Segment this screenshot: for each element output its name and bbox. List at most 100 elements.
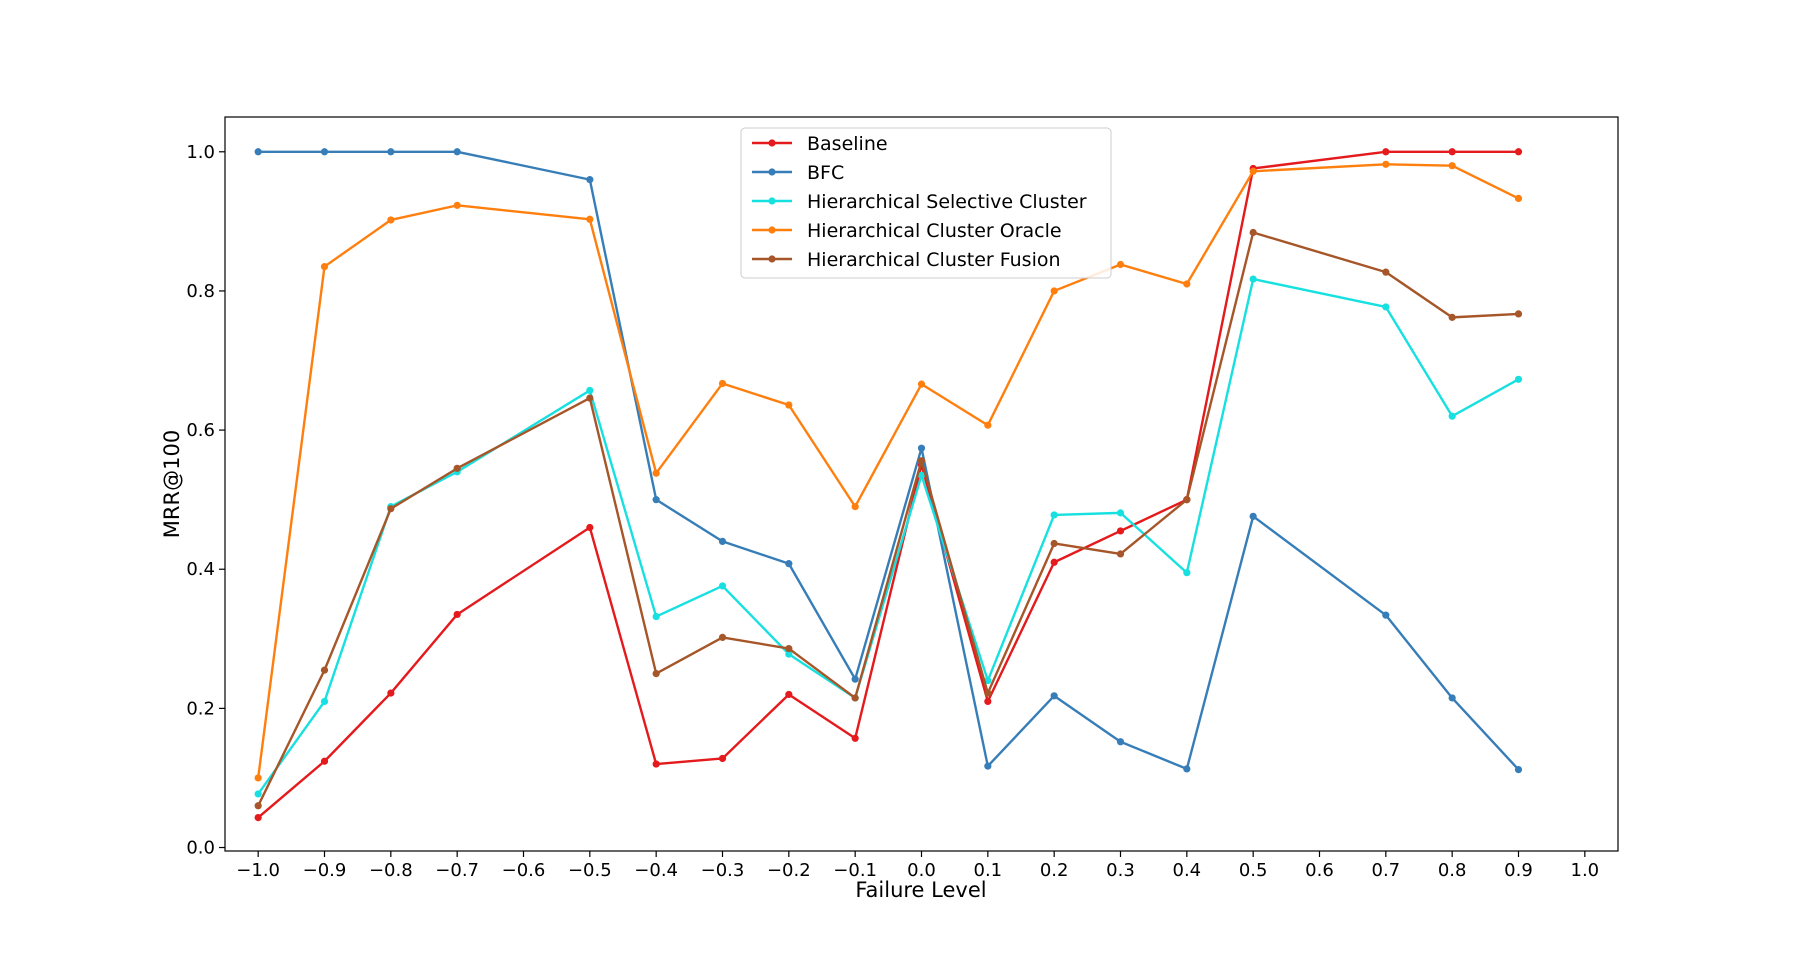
y-axis-title: MRR@100 [160, 430, 184, 538]
legend-swatch-marker [768, 255, 776, 263]
data-point [1249, 167, 1257, 175]
data-point [254, 148, 262, 156]
x-tick-label: −0.5 [568, 860, 612, 881]
data-point [320, 148, 329, 156]
series-line [258, 150, 1520, 771]
data-point [586, 176, 594, 184]
data-point [1183, 569, 1191, 577]
data-point [984, 697, 992, 706]
data-point [1050, 558, 1058, 566]
y-tick-label: 0.4 [186, 559, 215, 580]
x-tick-label: 0.2 [1040, 860, 1069, 881]
series-line [257, 277, 1520, 795]
data-point [785, 650, 793, 658]
y-tick-label: 0.6 [186, 420, 215, 441]
x-tick-label: −1.0 [236, 860, 280, 881]
data-point [254, 814, 262, 822]
legend-swatch-marker [768, 139, 776, 147]
series-line [256, 163, 1520, 779]
data-point [1448, 313, 1456, 321]
data-point [1448, 148, 1456, 156]
data-point [1183, 496, 1191, 504]
data-point [652, 612, 660, 621]
x-tick-label: −0.4 [634, 860, 678, 881]
data-point [254, 774, 262, 782]
x-tick-label: 0.5 [1239, 860, 1268, 881]
data-point [453, 148, 461, 156]
data-point [586, 386, 594, 395]
data-point [1382, 148, 1390, 156]
data-point [1050, 511, 1058, 519]
legend-box [740, 127, 1112, 279]
x-tick-label: −0.3 [701, 860, 745, 881]
legend-swatch-marker [768, 168, 776, 176]
data-point [1514, 148, 1523, 156]
x-tick-label: −0.2 [767, 860, 811, 881]
data-point [1448, 694, 1456, 702]
y-tick-label: 1.0 [186, 142, 215, 163]
data-point [387, 216, 395, 224]
legend-label: Hierarchical Selective Cluster [807, 191, 1087, 213]
x-tick-label: 0.9 [1504, 860, 1533, 881]
x-axis-ticks: −1.0 −0.9 −0.8 −0.7 −0.6 −0.5 −0.4 −0.3 −0.2 −0.1… [236, 851, 1599, 881]
data-point [320, 262, 329, 271]
legend-swatch-marker [768, 226, 776, 234]
data-point [652, 469, 660, 477]
series-bfc [254, 148, 1523, 774]
data-point [718, 754, 727, 763]
data-point [586, 523, 594, 532]
series-line [257, 231, 1519, 807]
x-tick-label: −0.8 [369, 860, 413, 881]
legend: Baseline BFC Hierarchical Selective Cluste… [740, 127, 1112, 279]
data-point [785, 401, 793, 409]
data-point [718, 582, 727, 590]
data-point [1382, 160, 1390, 168]
data-point [1514, 310, 1523, 318]
data-point [586, 215, 594, 223]
y-axis-ticks: 0.0 0.2 0.4 0.6 0.8 1.0 [186, 142, 225, 859]
data-point [1183, 765, 1191, 773]
data-point [718, 633, 727, 642]
data-point [652, 669, 660, 678]
data-point [1050, 539, 1058, 548]
data-point [1116, 527, 1125, 535]
data-point [387, 689, 395, 697]
data-point [1183, 280, 1191, 288]
data-point [917, 471, 926, 479]
data-point [1382, 611, 1390, 619]
data-point [1382, 303, 1390, 311]
data-point [254, 790, 262, 798]
x-tick-label: 0.0 [907, 860, 936, 881]
data-point [453, 201, 461, 209]
series-hierarchical-cluster-fusion [254, 228, 1523, 810]
y-tick-label: 0.8 [186, 281, 215, 302]
data-point [984, 676, 992, 685]
y-tick-label: 0.2 [186, 698, 215, 719]
data-point [586, 394, 594, 402]
x-tick-label: −0.9 [303, 860, 347, 881]
legend-label: BFC [807, 162, 844, 184]
data-point [984, 762, 992, 770]
series-hierarchical-selective-cluster [254, 275, 1523, 798]
data-point [917, 457, 926, 465]
series-line [257, 150, 1519, 819]
data-point [1249, 228, 1257, 237]
data-point [1514, 375, 1523, 383]
data-point [984, 421, 992, 429]
data-point [1116, 260, 1125, 269]
data-point [718, 537, 727, 545]
data-point [453, 610, 461, 619]
data-point [1448, 162, 1456, 170]
data-point [718, 379, 727, 388]
x-tick-label: −0.7 [435, 860, 479, 881]
data-point [387, 148, 395, 156]
data-point [1050, 287, 1058, 295]
data-point [851, 503, 859, 511]
data-point [1116, 550, 1125, 558]
x-tick-label: 0.8 [1438, 860, 1467, 881]
data-point [984, 689, 992, 697]
series-baseline [254, 148, 1523, 822]
data-point [320, 666, 329, 674]
x-tick-label: 0.4 [1173, 860, 1202, 881]
data-point [785, 560, 793, 568]
